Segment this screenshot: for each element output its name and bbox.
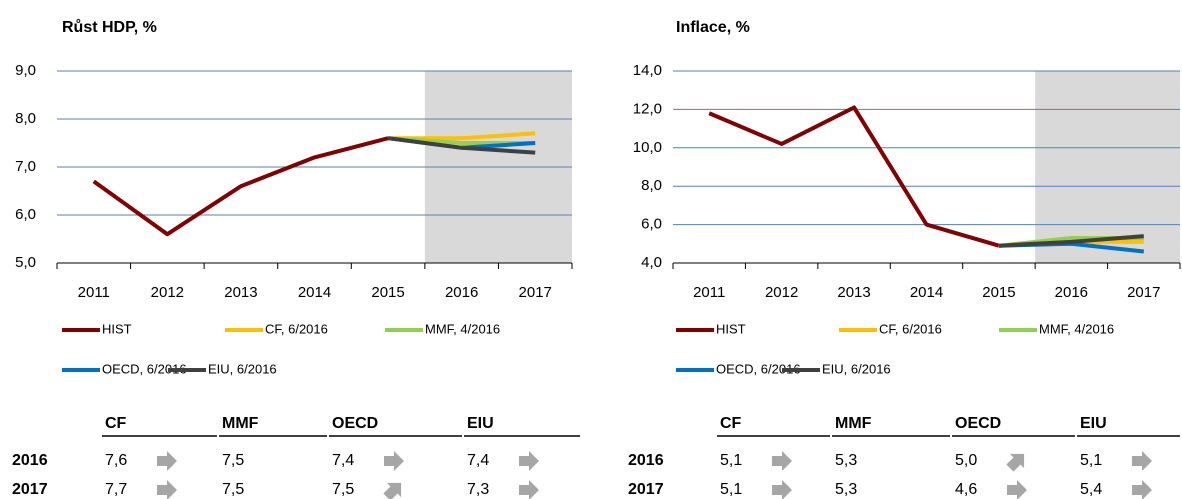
y-tick-label: 12,0: [633, 100, 662, 117]
column-header: EIU: [1080, 415, 1107, 432]
x-tick-label: 2011: [78, 284, 110, 301]
cell-value: 7,5: [332, 481, 354, 498]
x-tick-label: 2011: [693, 284, 725, 301]
series-line: [387, 136, 536, 155]
column-header: MMF: [835, 415, 872, 432]
cell-value: 7,6: [105, 452, 127, 469]
column-header: OECD: [332, 415, 378, 432]
column-header: EIU: [467, 415, 494, 432]
trend-arrow: [772, 451, 792, 471]
trend-arrow: [1006, 453, 1025, 472]
cell-value: 7,4: [332, 452, 354, 469]
legend-label: EIU, 6/2016: [822, 361, 891, 376]
cell-value: 5,1: [720, 452, 742, 469]
row-header: 2017: [12, 481, 48, 498]
cell-value: 5,0: [955, 452, 977, 469]
x-tick-label: 2016: [1055, 284, 1088, 301]
cell-value: 5,4: [1080, 481, 1102, 498]
y-tick-label: 6,0: [641, 216, 662, 233]
x-tick-label: 2012: [151, 284, 184, 301]
series-line: [998, 234, 1144, 248]
x-tick-label: 2014: [910, 284, 943, 301]
legend-label: OECD, 6/2016: [102, 361, 187, 376]
legend-label: CF, 6/2016: [879, 321, 942, 336]
series-line: [92, 136, 389, 237]
y-tick-label: 6,0: [15, 206, 36, 223]
trend-arrow: [1132, 480, 1152, 499]
trend-arrow: [157, 480, 177, 499]
forecast-shade: [1035, 71, 1180, 263]
cell-value: 5,1: [1080, 452, 1102, 469]
row-header: 2017: [628, 481, 664, 498]
x-tick-label: 2013: [837, 284, 870, 301]
x-tick-label: 2012: [765, 284, 798, 301]
y-tick-label: 9,0: [15, 62, 36, 79]
cell-value: 7,3: [467, 481, 489, 498]
x-tick-label: 2017: [519, 284, 552, 301]
cell-value: 5,1: [720, 481, 742, 498]
row-header: 2016: [628, 452, 664, 469]
x-tick-label: 2016: [445, 284, 478, 301]
y-tick-label: 14,0: [633, 62, 662, 79]
y-tick-label: 10,0: [633, 139, 662, 156]
y-tick-label: 7,0: [15, 158, 36, 175]
y-tick-label: 5,0: [15, 254, 36, 271]
y-tick-label: 8,0: [641, 177, 662, 194]
cell-value: 7,7: [105, 481, 127, 498]
cell-value: 4,6: [955, 481, 977, 498]
x-tick-label: 2014: [298, 284, 331, 301]
chart-title: Inflace, %: [676, 19, 750, 36]
x-tick-label: 2015: [371, 284, 404, 301]
series-line: [708, 105, 1000, 248]
column-header: OECD: [955, 415, 1001, 432]
cell-value: 7,5: [222, 481, 244, 498]
trend-arrow: [1007, 480, 1027, 499]
column-header: CF: [105, 415, 127, 432]
chart-title: Růst HDP, %: [62, 19, 157, 36]
cell-value: 7,5: [222, 452, 244, 469]
cell-value: 7,4: [467, 452, 489, 469]
trend-arrow: [383, 482, 402, 499]
column-header: MMF: [222, 415, 259, 432]
legend-label: MMF, 4/2016: [425, 321, 500, 336]
legend-label: HIST: [716, 321, 746, 336]
legend-label: MMF, 4/2016: [1039, 321, 1114, 336]
cell-value: 5,3: [835, 481, 857, 498]
legend-label: OECD, 6/2016: [716, 361, 801, 376]
x-tick-label: 2015: [982, 284, 1015, 301]
trend-arrow: [519, 480, 539, 499]
trend-arrow: [519, 451, 539, 471]
x-tick-label: 2013: [224, 284, 257, 301]
legend-label: EIU, 6/2016: [208, 361, 277, 376]
x-tick-label: 2017: [1127, 284, 1160, 301]
trend-arrow: [1132, 451, 1152, 471]
y-tick-label: 8,0: [15, 110, 36, 127]
column-header: CF: [720, 415, 742, 432]
trend-arrow: [384, 451, 404, 471]
y-tick-label: 4,0: [641, 254, 662, 271]
legend-label: CF, 6/2016: [265, 321, 328, 336]
trend-arrow: [772, 480, 792, 499]
trend-arrow: [157, 451, 177, 471]
row-header: 2016: [12, 452, 48, 469]
cell-value: 5,3: [835, 452, 857, 469]
legend-label: HIST: [102, 321, 132, 336]
